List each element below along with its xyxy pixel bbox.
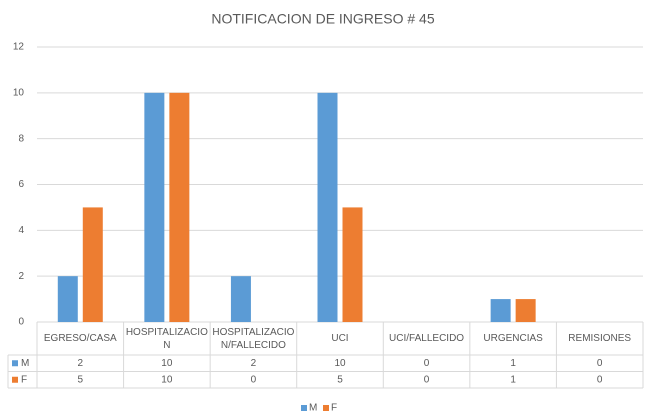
table-value: 5 xyxy=(337,374,343,385)
y-tick-label: 0 xyxy=(18,317,24,328)
bar xyxy=(144,92,165,322)
y-tick-label: 6 xyxy=(18,179,24,190)
bar xyxy=(230,276,251,322)
table-value: 0 xyxy=(424,374,430,385)
table-value: 10 xyxy=(334,358,346,369)
x-tick-label: EGRESO/CASA xyxy=(43,333,117,344)
table-value: 1 xyxy=(510,374,516,385)
table-key xyxy=(12,360,18,367)
bar xyxy=(169,92,190,322)
y-tick-label: 12 xyxy=(13,42,25,53)
legend-label: F xyxy=(331,403,337,414)
table-key xyxy=(12,376,18,383)
table-series-label: M xyxy=(21,358,29,369)
legend-swatch xyxy=(301,405,307,411)
chart-title: NOTIFICACION DE INGRESO # 45 xyxy=(211,11,434,27)
y-tick-label: 10 xyxy=(13,87,25,98)
table-value: 10 xyxy=(161,358,173,369)
table-value: 0 xyxy=(597,358,603,369)
y-tick-label: 8 xyxy=(18,133,24,144)
table-value: 5 xyxy=(78,374,84,385)
table-value: 2 xyxy=(78,358,84,369)
bar xyxy=(490,299,511,322)
bar xyxy=(515,299,536,322)
legend-label: M xyxy=(309,403,317,414)
table-value: 2 xyxy=(251,358,257,369)
table-series-label: F xyxy=(21,374,27,385)
x-tick-label: HOSPITALIZACION xyxy=(125,326,208,351)
y-tick-label: 4 xyxy=(18,225,24,236)
legend-swatch xyxy=(323,405,329,411)
table-value: 1 xyxy=(510,358,516,369)
bar xyxy=(342,207,363,322)
table-value: 10 xyxy=(161,374,173,385)
x-tick-label: HOSPITALIZACION/FALLECIDO xyxy=(212,326,295,351)
x-tick-label: UCI/FALLECIDO xyxy=(389,333,465,344)
y-tick-label: 2 xyxy=(18,271,24,282)
x-tick-label: REMISIONES xyxy=(568,333,632,344)
bar xyxy=(82,207,103,322)
bar xyxy=(317,92,338,322)
table-value: 0 xyxy=(424,358,430,369)
table-value: 0 xyxy=(597,374,603,385)
bar xyxy=(57,276,78,322)
table-value: 0 xyxy=(251,374,257,385)
x-tick-label: URGENCIAS xyxy=(483,333,543,344)
x-tick-label: UCI xyxy=(331,333,349,344)
